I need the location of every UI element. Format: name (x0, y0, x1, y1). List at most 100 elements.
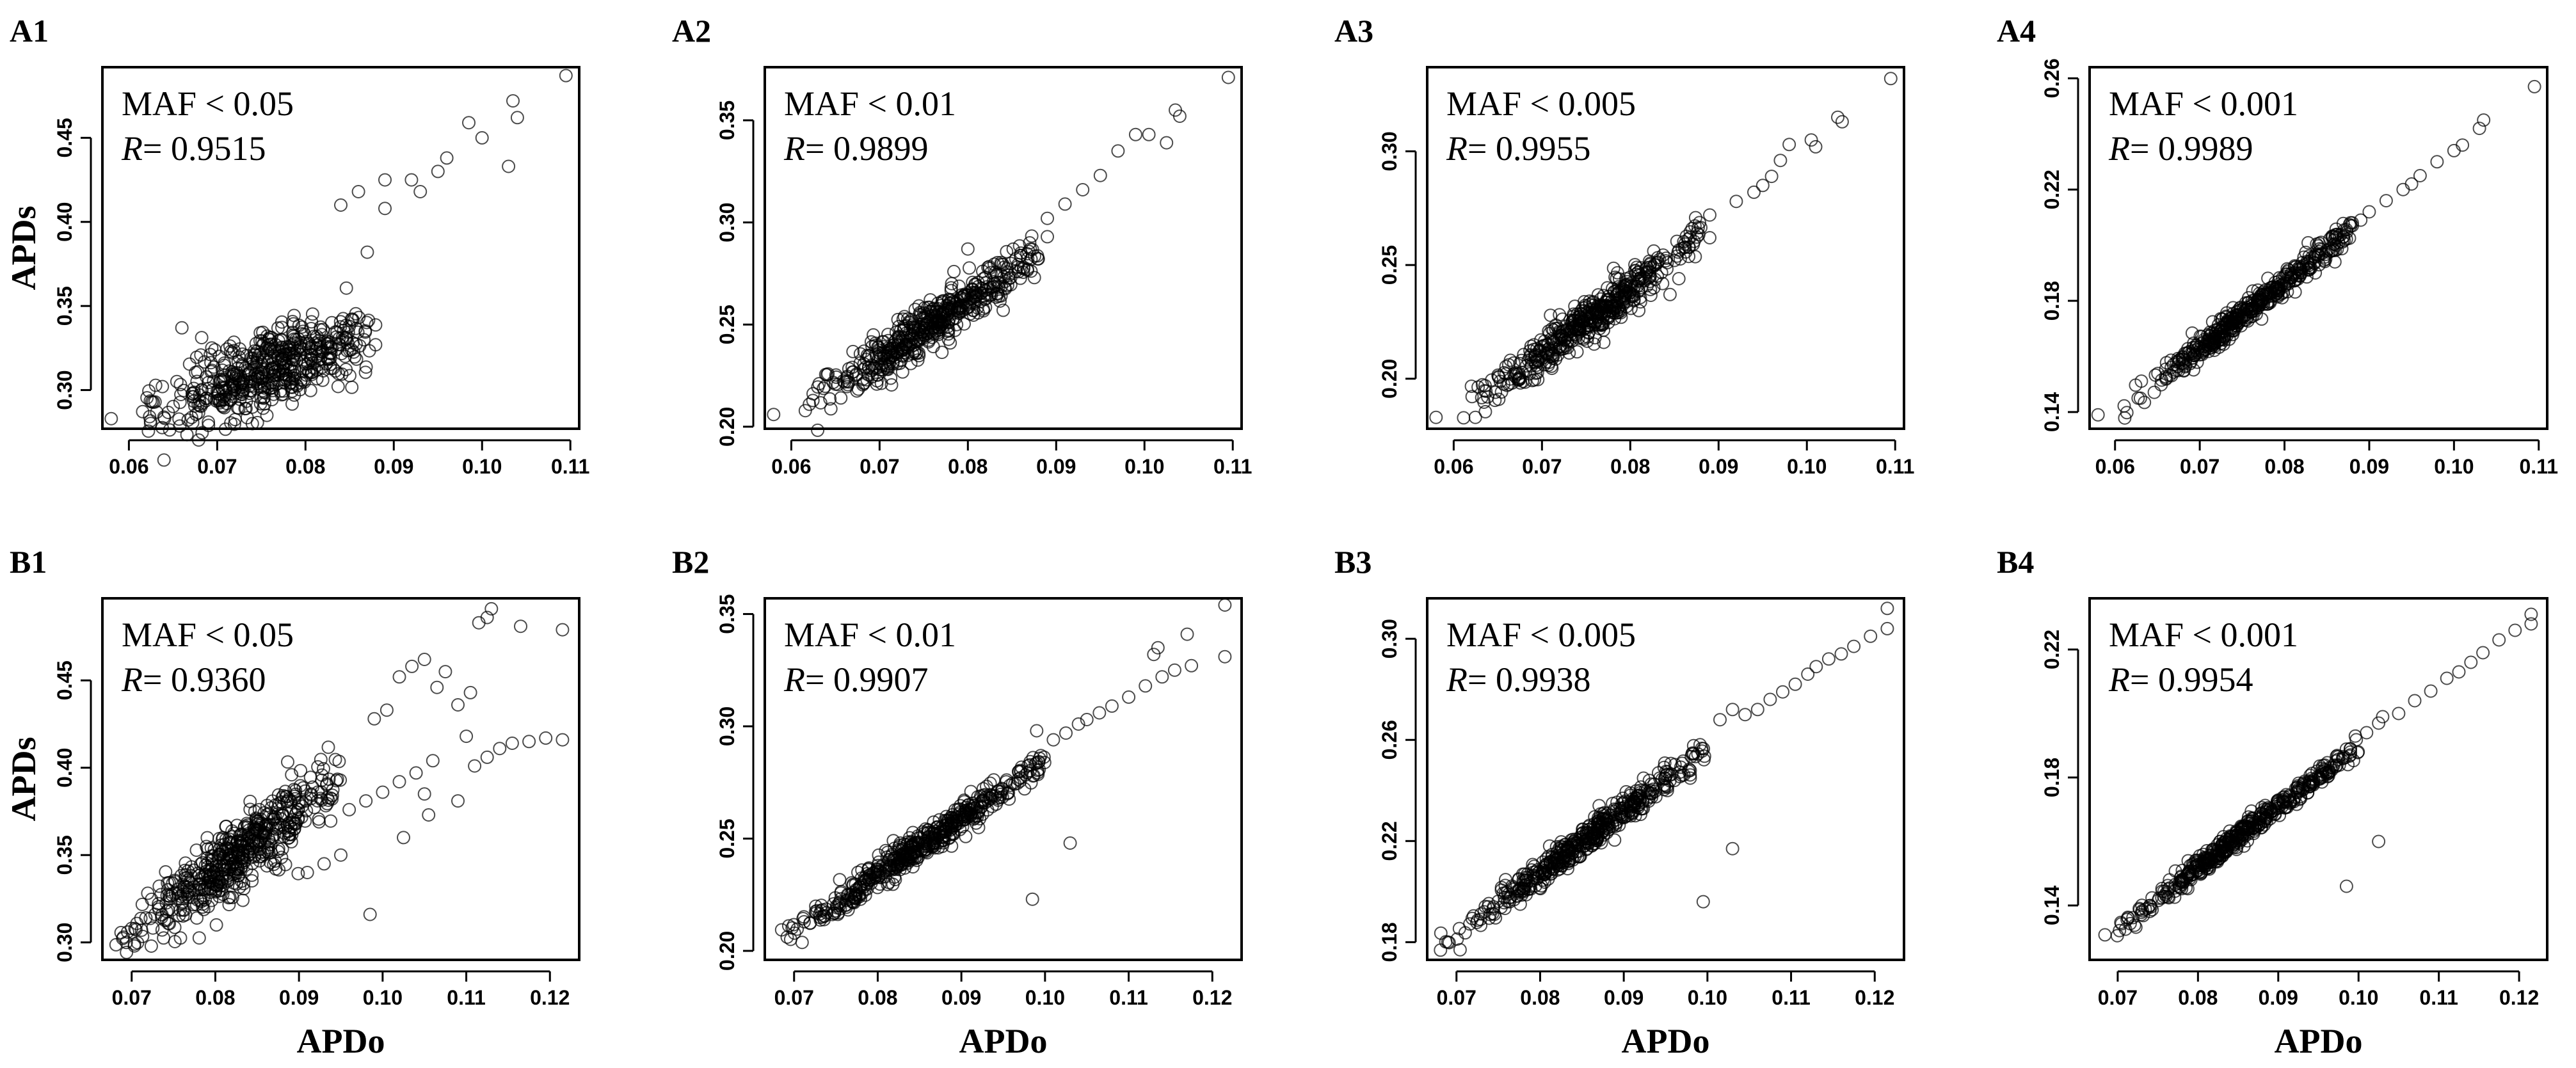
scatter-point (1644, 289, 1658, 302)
scatter-point (2163, 368, 2177, 382)
scatter-point (1172, 109, 1187, 124)
x-tick-label: 0.08 (948, 455, 988, 478)
scatter-point (2289, 781, 2303, 795)
scatter-point (233, 378, 247, 392)
x-tick-label: 0.07 (2180, 455, 2220, 478)
y-tick-label: 0.30 (716, 202, 739, 242)
scatter-point (1597, 308, 1611, 322)
scatter-point (305, 307, 319, 321)
scatter-point (2177, 352, 2191, 366)
scatter-point (1688, 219, 1702, 233)
scatter-point (1691, 221, 1705, 235)
scatter-point (176, 909, 190, 923)
scatter-point (174, 889, 188, 904)
scatter-point (1675, 769, 1689, 783)
scatter-point (977, 788, 991, 802)
x-tick-label: 0.07 (1437, 986, 1476, 1009)
scatter-point (1555, 848, 1569, 862)
scatter-point (1499, 360, 1513, 374)
scatter-point (1470, 916, 1484, 929)
scatter-point (235, 859, 248, 873)
scatter-point (1539, 852, 1553, 866)
scatter-point (2362, 205, 2376, 219)
scatter-point (360, 245, 374, 259)
scatter-point (291, 813, 305, 827)
scatter-point (148, 907, 162, 921)
x-axis-title: APDo (1622, 1022, 1710, 1060)
scatter-point (891, 857, 905, 871)
scatter-point (2278, 801, 2292, 815)
scatter-point (1434, 943, 1448, 957)
y-tick-label: 0.30 (716, 706, 739, 746)
x-tick-label: 0.06 (771, 455, 811, 478)
scatter-point (316, 344, 330, 358)
scatter-point (1046, 733, 1060, 747)
scatter-point (159, 896, 173, 910)
scatter-point (180, 427, 194, 442)
scatter-point (315, 328, 329, 342)
scatter-point (378, 202, 392, 216)
scatter-point (818, 909, 832, 923)
scatter-point (2274, 278, 2288, 292)
scatter-point (1614, 804, 1628, 818)
scatter-point (2440, 671, 2454, 685)
scatter-point (207, 374, 221, 388)
scatter-point (347, 345, 361, 359)
scatter-point (1128, 127, 1142, 141)
scatter-point (978, 292, 992, 307)
scatter-point (869, 347, 883, 362)
scatter-point (945, 816, 959, 830)
scatter-point (176, 888, 190, 901)
scatter-point (1218, 598, 1232, 612)
scatter-point (1703, 208, 1716, 222)
scatter-point (1644, 783, 1658, 797)
scatter-point (2413, 169, 2427, 182)
scatter-point (194, 348, 208, 362)
scatter-point (2206, 843, 2220, 857)
scatter-point (1474, 907, 1488, 921)
scatter-point (308, 344, 323, 358)
scatter-point (900, 312, 915, 326)
plot-frame (1426, 66, 1905, 430)
scatter-point (2257, 818, 2271, 832)
panel-label: B4 (1997, 544, 2034, 580)
scatter-point (2319, 252, 2333, 266)
scatter-point (2195, 347, 2209, 362)
maf-annotation: MAF < 0.01 (784, 84, 956, 123)
scatter-point (275, 351, 289, 365)
scatter-point (1738, 708, 1752, 722)
scatter-point (1834, 647, 1848, 661)
x-tick-label: 0.10 (1124, 455, 1164, 478)
plot-frame (101, 66, 580, 430)
scatter-point (1763, 692, 1777, 706)
scatter-point (1592, 314, 1606, 328)
scatter-point (522, 735, 536, 749)
scatter-point (787, 918, 801, 932)
scatter-point (2524, 607, 2538, 621)
scatter-point (468, 759, 482, 773)
scatter-point (872, 848, 886, 862)
x-tick-label: 0.11 (1772, 986, 1811, 1009)
scatter-point (1529, 358, 1543, 372)
scatter-point (2279, 788, 2293, 802)
scatter-point (1650, 256, 1664, 270)
scatter-point (104, 411, 118, 426)
scatter-point (219, 383, 233, 397)
scatter-points (2098, 607, 2538, 943)
scatter-point (266, 831, 280, 845)
scatter-point (248, 822, 262, 836)
scatter-point (1880, 621, 1894, 635)
x-tick-label: 0.09 (1604, 986, 1644, 1009)
scatter-point (116, 930, 131, 944)
scatter-point (252, 802, 266, 817)
scatter-point (1570, 345, 1584, 359)
scatter-point (226, 378, 240, 392)
scatter-point (1160, 136, 1174, 150)
scatter-point (1597, 335, 1611, 349)
scatter-point (865, 370, 879, 384)
scatter-point (284, 834, 298, 849)
scatter-point (269, 822, 284, 836)
scatter-point (303, 383, 317, 397)
scatter-point (1801, 667, 1815, 681)
scatter-point (1530, 353, 1544, 367)
